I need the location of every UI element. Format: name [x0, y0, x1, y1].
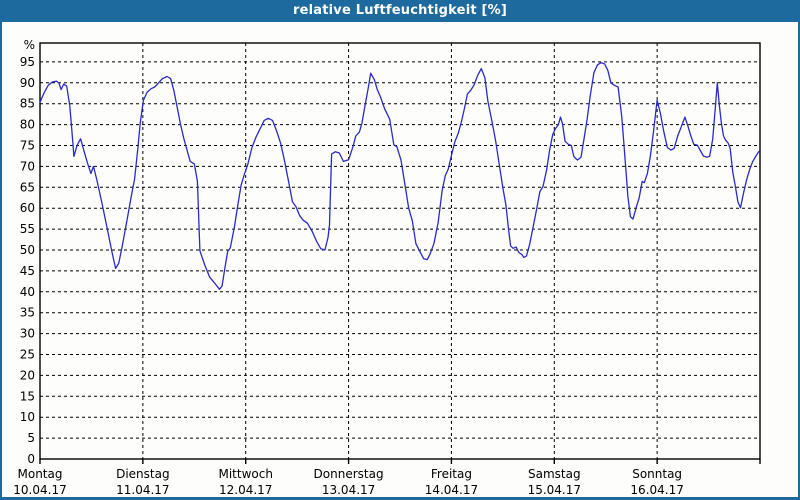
humidity-line: [39, 62, 760, 290]
humidity-chart: 0 5 10 15 20 25 30 35 40 45 50 55 60 65 70 75 80 85 90 95% M…: [2, 22, 798, 497]
x-tick-label-date: 16.04.17: [630, 483, 683, 497]
y-tick-label: 65: [20, 180, 35, 194]
y-tick-label: 30: [20, 327, 35, 341]
x-tick-label-day: Mittwoch: [218, 467, 272, 481]
x-tick-label-date: 13.04.17: [322, 483, 375, 497]
x-tick-label-date: 12.04.17: [219, 483, 272, 497]
chart-canvas: 0 5 10 15 20 25 30 35 40 45 50 55 60 65 70 75 80 85 90 95% M…: [13, 38, 761, 497]
y-tick-label: 85: [20, 97, 35, 111]
y-tick-label: 75: [20, 139, 35, 153]
y-tick-label: 95: [20, 55, 35, 69]
x-tick-label-day: Dienstag: [116, 467, 170, 481]
y-tick-label: 70: [20, 159, 35, 173]
y-tick-label: 25: [20, 348, 35, 362]
y-tick-label: 80: [20, 118, 35, 132]
y-tick-label: 15: [20, 389, 35, 403]
y-tick-label: 55: [20, 222, 35, 236]
y-tick-label: 45: [20, 264, 35, 278]
x-tick-label-day: Montag: [18, 467, 63, 481]
plot-frame: [39, 42, 761, 460]
x-tick-label-day: Sonntag: [632, 467, 682, 481]
y-tick-label: 0: [27, 452, 35, 466]
page-title: relative Luftfeuchtigkeit [%]: [2, 0, 798, 22]
x-tick-label-day: Samstag: [528, 467, 581, 481]
y-tick-label: 10: [20, 410, 35, 424]
x-tick-label-date: 10.04.17: [13, 483, 66, 497]
y-tick-label: 5: [27, 431, 35, 445]
y-tick-label: 50: [20, 243, 35, 257]
x-tick-label-day: Donnerstag: [314, 467, 384, 481]
y-tick-label: 20: [20, 368, 35, 382]
y-tick-label: 60: [20, 201, 35, 215]
y-axis-unit-label: %: [24, 38, 35, 52]
y-tick-label: 90: [20, 76, 35, 90]
y-tick-label: 35: [20, 306, 35, 320]
x-tick-label-date: 14.04.17: [425, 483, 478, 497]
x-tick-label-date: 11.04.17: [116, 483, 169, 497]
x-tick-label-day: Freitag: [431, 467, 472, 481]
x-tick-label-date: 15.04.17: [528, 483, 581, 497]
y-tick-label: 40: [20, 285, 35, 299]
